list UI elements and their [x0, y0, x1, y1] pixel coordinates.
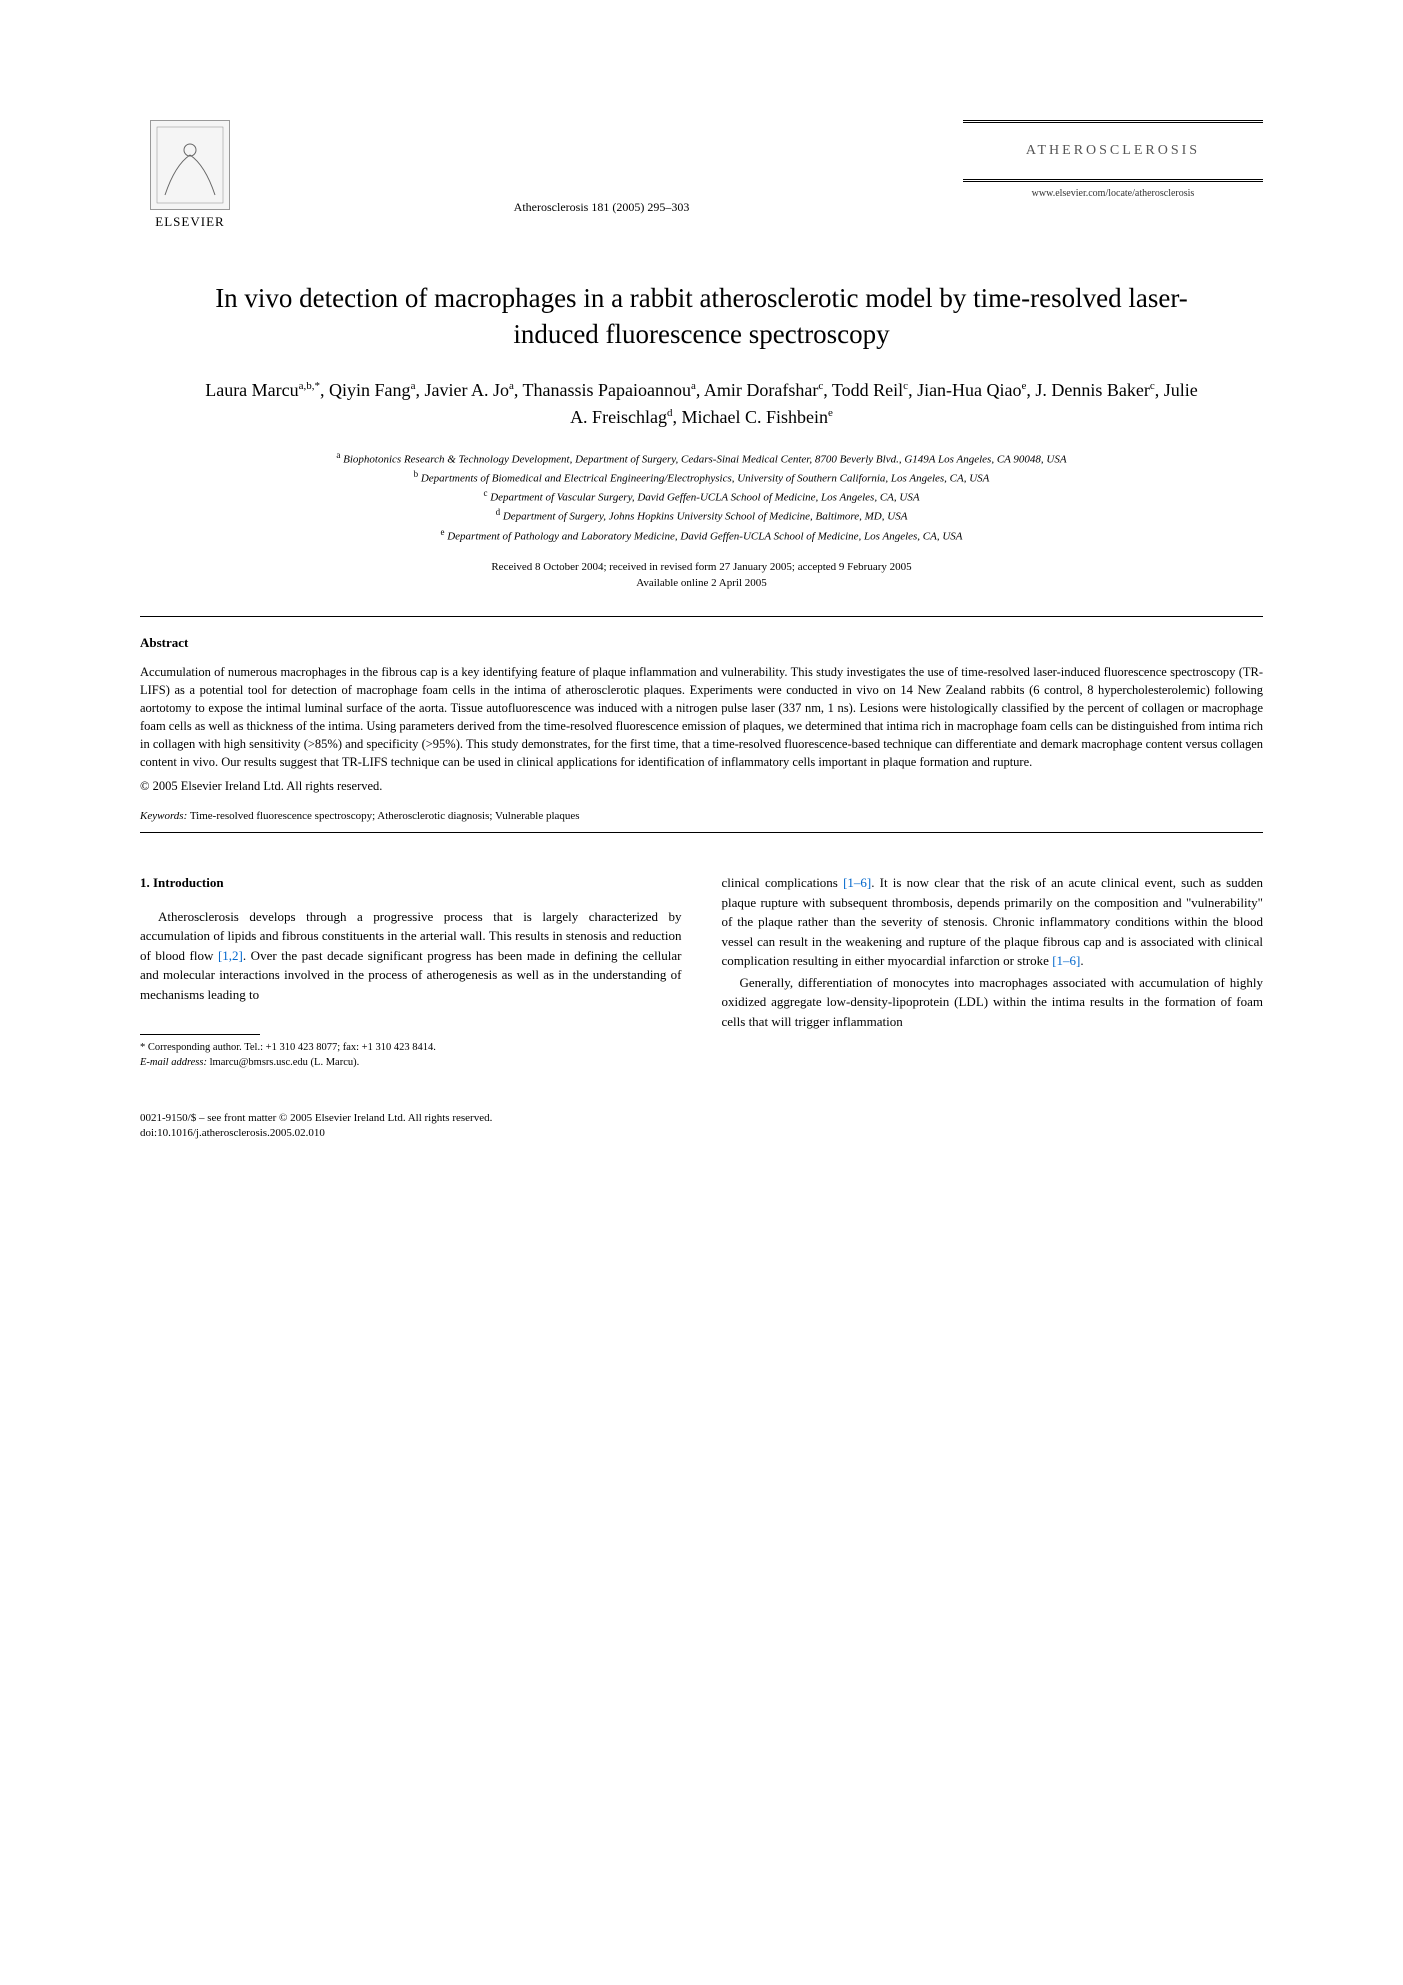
ref-link[interactable]: [1,2]	[218, 948, 243, 963]
intro-para-1-cont: clinical complications [1–6]. It is now …	[722, 873, 1264, 971]
dates-received: Received 8 October 2004; received in rev…	[140, 559, 1263, 576]
page-footer: 0021-9150/$ – see front matter © 2005 El…	[140, 1111, 1263, 1142]
right-column: clinical complications [1–6]. It is now …	[722, 873, 1264, 1070]
publisher-block: ELSEVIER	[140, 120, 240, 230]
elsevier-logo	[150, 120, 230, 210]
ref-link[interactable]: [1–6]	[1052, 953, 1080, 968]
affiliations: a Biophotonics Research & Technology Dev…	[140, 449, 1263, 545]
intro-para-2: Generally, differentiation of monocytes …	[722, 973, 1264, 1032]
intro-para-1: Atherosclerosis develops through a progr…	[140, 907, 682, 1005]
left-column: 1. Introduction Atherosclerosis develops…	[140, 873, 682, 1070]
body-columns: 1. Introduction Atherosclerosis develops…	[140, 873, 1263, 1070]
keywords-text: Time-resolved fluorescence spectroscopy;…	[190, 810, 580, 822]
footnote-email-label: E-mail address:	[140, 1057, 207, 1068]
citation: Atherosclerosis 181 (2005) 295–303	[240, 120, 963, 215]
ref-link[interactable]: [1–6]	[843, 875, 871, 890]
journal-block: ATHEROSCLEROSIS www.elsevier.com/locate/…	[963, 120, 1263, 199]
keywords: Keywords: Time-resolved fluorescence spe…	[140, 810, 1263, 822]
footer-doi: doi:10.1016/j.atherosclerosis.2005.02.01…	[140, 1126, 1263, 1141]
publisher-name: ELSEVIER	[155, 214, 224, 230]
article-title: In vivo detection of macrophages in a ra…	[180, 280, 1223, 353]
dates-online: Available online 2 April 2005	[140, 575, 1263, 592]
footnote-email[interactable]: lmarcu@bmsrs.usc.edu (L. Marcu).	[210, 1057, 360, 1068]
footer-issn: 0021-9150/$ – see front matter © 2005 El…	[140, 1111, 1263, 1126]
abstract-body: Accumulation of numerous macrophages in …	[140, 663, 1263, 772]
abstract-copyright: © 2005 Elsevier Ireland Ltd. All rights …	[140, 779, 1263, 794]
journal-url[interactable]: www.elsevier.com/locate/atherosclerosis	[963, 188, 1263, 199]
intro-heading: 1. Introduction	[140, 873, 682, 893]
header: ELSEVIER Atherosclerosis 181 (2005) 295–…	[140, 120, 1263, 230]
keywords-label: Keywords:	[140, 810, 187, 822]
publication-dates: Received 8 October 2004; received in rev…	[140, 559, 1263, 592]
footnote-corr: * Corresponding author. Tel.: +1 310 423…	[140, 1041, 682, 1056]
corresponding-footnote: * Corresponding author. Tel.: +1 310 423…	[140, 1041, 682, 1070]
journal-name: ATHEROSCLEROSIS	[963, 143, 1263, 159]
abstract-heading: Abstract	[140, 635, 1263, 651]
authors: Laura Marcua,b,*, Qiyin Fanga, Javier A.…	[200, 377, 1203, 431]
